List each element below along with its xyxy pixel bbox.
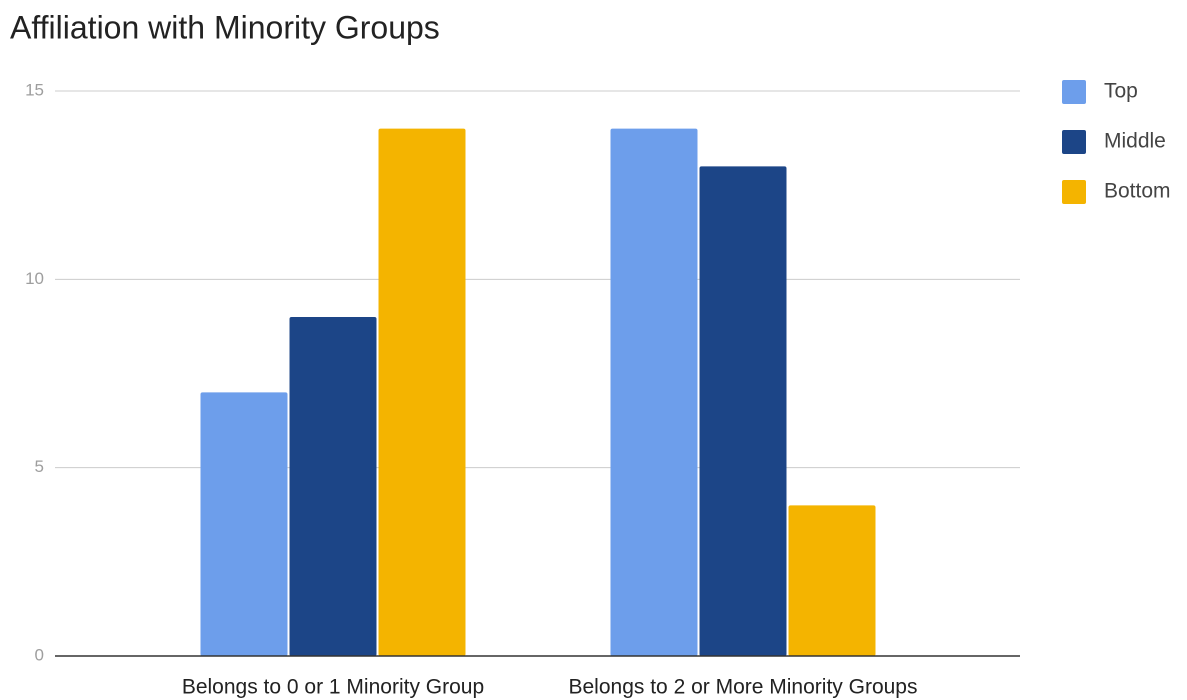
legend-swatch (1062, 180, 1086, 204)
legend-label: Bottom (1104, 180, 1171, 203)
bar (200, 392, 288, 656)
bar (289, 317, 377, 656)
chart-title: Affiliation with Minority Groups (10, 9, 440, 45)
legend-label: Middle (1104, 130, 1166, 153)
x-tick-label: Belongs to 2 or More Minority Groups (569, 676, 918, 699)
bar (699, 166, 787, 657)
y-tick-label: 0 (35, 645, 44, 664)
bar (378, 128, 466, 656)
x-tick-label: Belongs to 0 or 1 Minority Group (182, 676, 484, 699)
legend-swatch (1062, 130, 1086, 154)
legend-swatch (1062, 80, 1086, 104)
y-tick-label: 5 (35, 457, 44, 476)
legend-label: Top (1104, 80, 1138, 103)
bar (788, 505, 876, 656)
y-tick-label: 15 (25, 80, 44, 99)
bar (610, 128, 698, 656)
y-tick-label: 10 (25, 269, 44, 288)
